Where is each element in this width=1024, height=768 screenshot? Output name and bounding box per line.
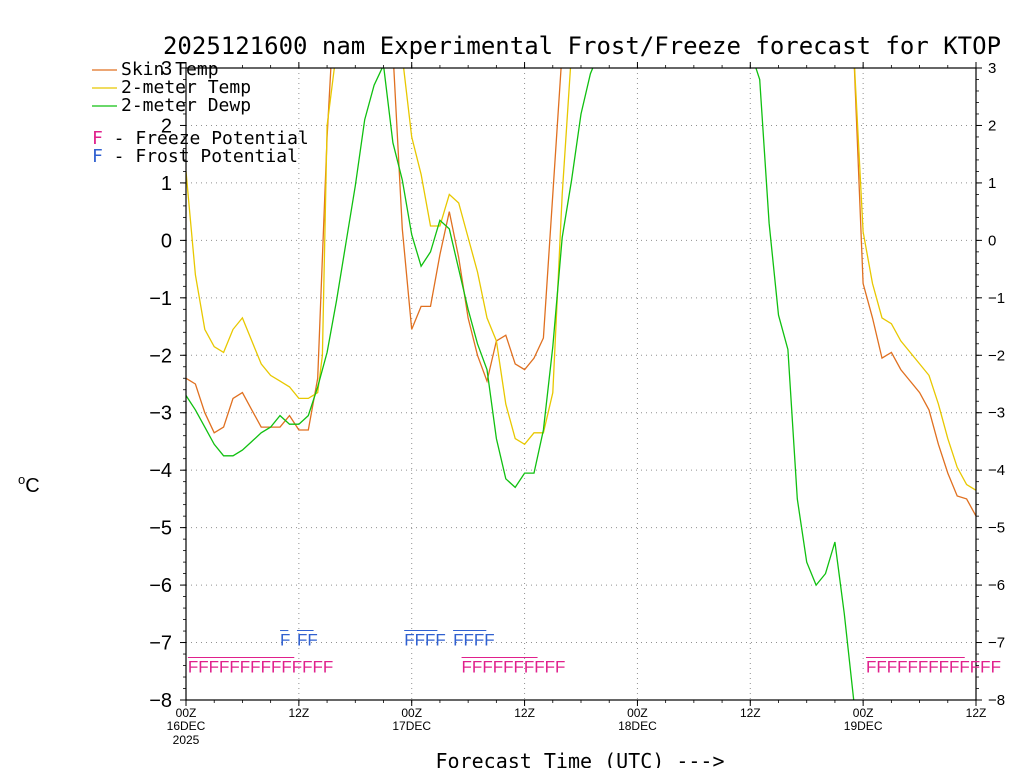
flag-legend-entry: F - Frost Potential: [92, 146, 298, 167]
y-tick-label-right: −5: [988, 520, 1005, 537]
series-layer: [186, 68, 976, 700]
y-tick-label-right: −1: [988, 290, 1005, 307]
legend-label: 2-meter Dewp: [121, 95, 251, 116]
grid: [186, 68, 976, 700]
series-line-2-meter-temp: [402, 68, 572, 446]
y-tick-label-right: 2: [988, 117, 996, 134]
y-tick-label-left: 2: [161, 115, 172, 137]
x-tick-label: 12Z: [514, 706, 535, 720]
y-tick-label-right: −6: [988, 577, 1005, 594]
x-tick-label: 00Z: [176, 706, 197, 720]
y-tick-label-left: −2: [149, 345, 172, 367]
axes-layer: 3 3 2 2 1 1 0 0 −1 −1 −2 −2 −3 −3 −4 −4 −5 −5 −6 −6 −7 −7 −8 −8…: [149, 58, 1005, 747]
y-tick-label-right: 1: [988, 175, 996, 192]
y-tick-label-left: 3: [161, 58, 172, 80]
x-tick-date: 19DEC: [844, 719, 883, 733]
frost-marker: FFFF: [404, 631, 446, 650]
y-tick-label-left: −3: [149, 403, 172, 425]
y-tick-label-right: −4: [988, 462, 1005, 479]
x-axis-label: Forecast Time (UTC) --->: [436, 749, 725, 768]
series-line-skin-temp: [186, 68, 332, 434]
series-line-skin-temp: [393, 68, 562, 384]
y-tick-label-left: 1: [161, 173, 172, 195]
y-tick-label-right: −3: [988, 405, 1005, 422]
chart-title: 2025121600 nam Experimental Frost/Freeze…: [163, 32, 1001, 60]
series-line-skin-temp: [853, 68, 976, 517]
frost-marker: FFFF: [453, 631, 495, 650]
x-tick-label: 00Z: [627, 706, 648, 720]
y-tick-label-right: 3: [988, 60, 996, 77]
freeze-marker: FFFFFFFFFF: [462, 658, 566, 677]
y-tick-label-left: −1: [149, 288, 172, 310]
legend-label: 2-meter Temp: [121, 77, 251, 98]
x-tick-label: 00Z: [853, 706, 874, 720]
frost-marker: FF: [297, 631, 318, 650]
y-tick-label-left: 0: [161, 230, 172, 252]
x-tick-label: 12Z: [289, 706, 310, 720]
series-line-2-meter-temp: [853, 68, 976, 491]
frost-marker: F: [280, 631, 290, 650]
freeze-marker: FFFFFFFFFFFFF: [866, 658, 1001, 677]
x-tick-date: 18DEC: [618, 719, 657, 733]
celsius-letter: C: [25, 475, 39, 497]
y-tick-label-left: −8: [149, 690, 172, 712]
y-tick-label-right: −7: [988, 635, 1005, 652]
x-tick-year: 2025: [173, 733, 200, 747]
flag-legend-letter: F: [92, 128, 103, 149]
flag-legend-letter: F: [92, 146, 103, 167]
series-line-2-meter-dewp: [186, 68, 594, 489]
x-tick-date: 16DEC: [167, 719, 206, 733]
y-tick-label-left: −5: [149, 518, 172, 540]
freeze-marker: FFFFFFFFFFFFFF: [188, 658, 333, 677]
flag-legend-text: - Frost Potential: [103, 146, 298, 167]
degree-symbol: o: [18, 472, 25, 487]
x-tick-label: 00Z: [401, 706, 422, 720]
x-tick-label: 12Z: [966, 706, 987, 720]
y-tick-label-right: 0: [988, 232, 996, 249]
x-tick-date: 17DEC: [392, 719, 431, 733]
x-tick-label: 12Z: [740, 706, 761, 720]
y-tick-label-right: −2: [988, 347, 1005, 364]
y-tick-label-left: −6: [149, 575, 172, 597]
y-axis-unit-label: oC: [18, 472, 40, 497]
y-tick-label-right: −8: [988, 692, 1005, 709]
legend-label: Skin Temp: [121, 59, 219, 80]
y-tick-label-left: −4: [149, 460, 172, 482]
series-line-2-meter-dewp: [755, 68, 855, 700]
flag-legend-text: - Freeze Potential: [103, 128, 309, 149]
flag-legend-entry: F - Freeze Potential: [92, 128, 309, 149]
y-tick-label-left: −7: [149, 633, 172, 655]
